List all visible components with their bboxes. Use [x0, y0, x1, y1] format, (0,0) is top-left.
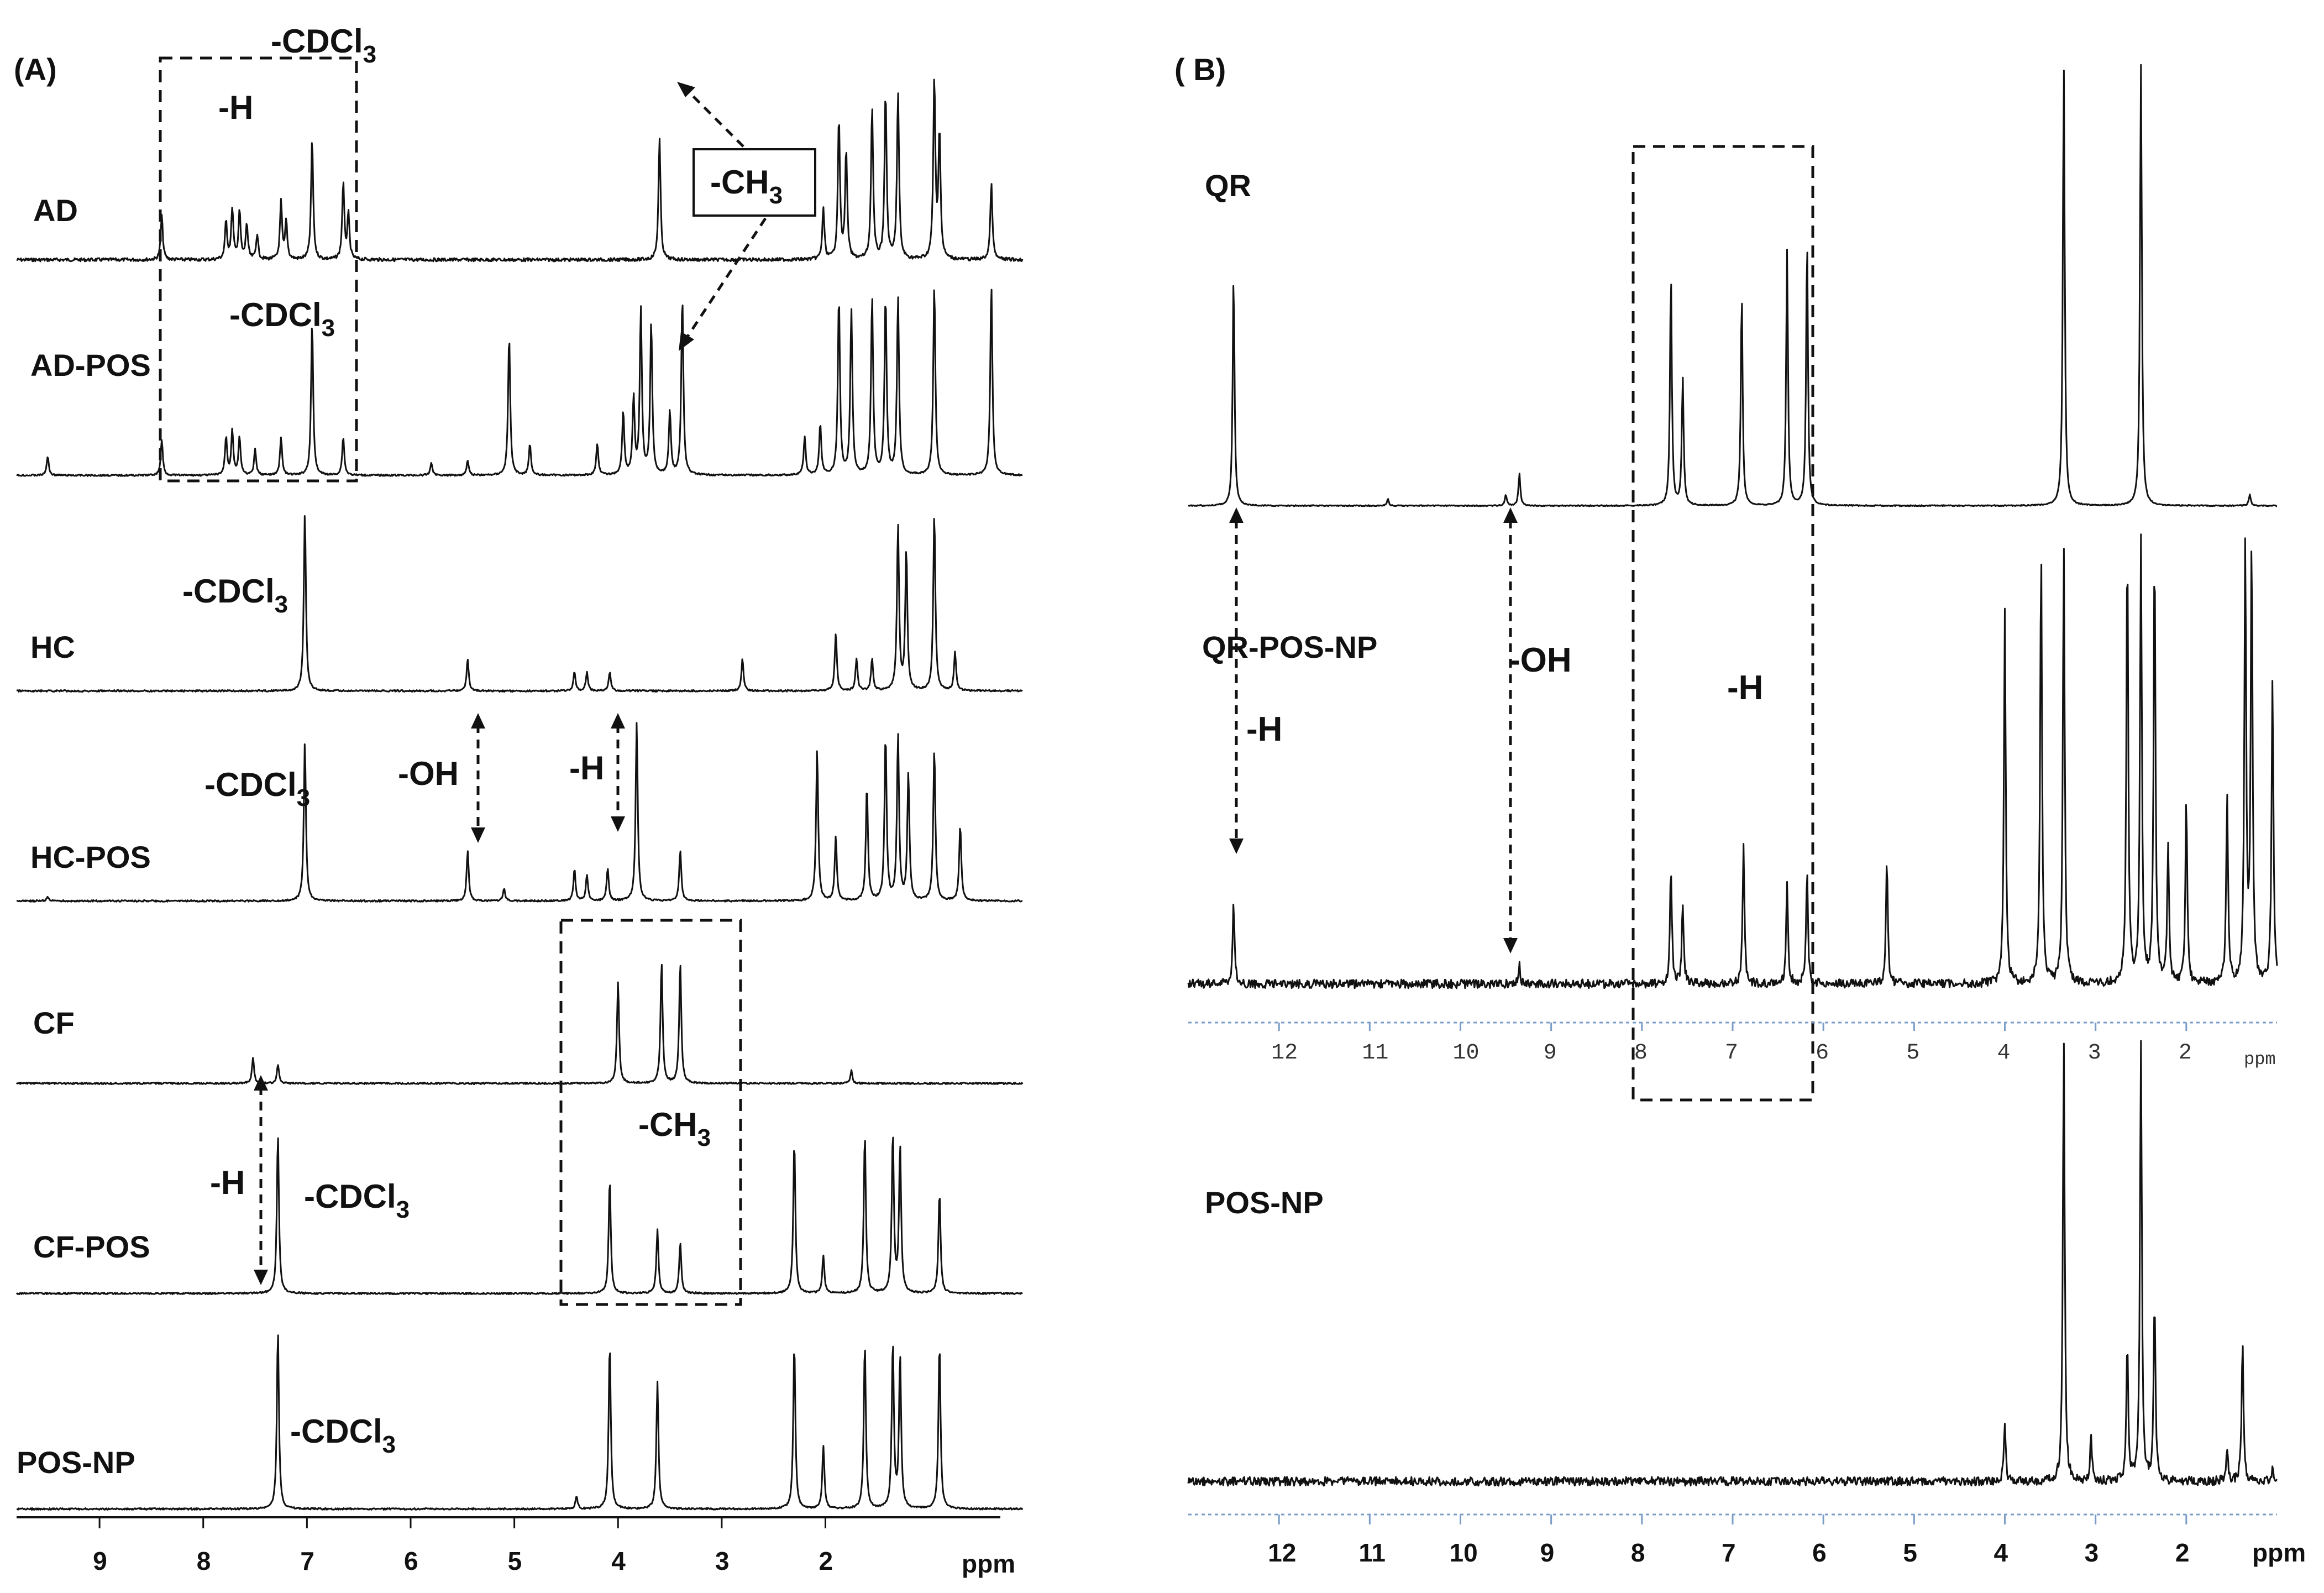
annot-cdcl3-2: -CDCl3	[229, 296, 335, 342]
arrowhead-h-b-down	[1229, 839, 1244, 854]
x-tick-label-a: 5	[508, 1547, 522, 1575]
x-tick-label-b-inner: 11	[1362, 1041, 1388, 1066]
x-tick-label-a: 9	[93, 1547, 107, 1575]
spectrum-b-pos-np	[1187, 1040, 2278, 1487]
arrowhead-h-cf-down	[254, 1270, 268, 1285]
spectrum-a-cf	[15, 963, 1024, 1085]
arrows-panel-a	[254, 82, 767, 1285]
x-tick-label-b: 7	[1722, 1538, 1736, 1567]
x-tick-label-b: 9	[1540, 1538, 1555, 1567]
annot-cdcl3-1: -CDCl3	[271, 23, 376, 68]
x-tick-label-b-inner: 9	[1544, 1041, 1557, 1066]
spectrum-a-ad	[16, 78, 1024, 263]
annot-cdcl3-6: -CDCl3	[290, 1413, 396, 1458]
arrowhead-h-a-down	[611, 816, 625, 832]
x-tick-label-b-inner: 7	[1725, 1041, 1738, 1066]
panel-a: (A) AD AD-POS HC HC-POS CF CF-POS POS-NP…	[14, 23, 1024, 1578]
x-ticks-b: 12 11 10 9 8 7 6 5 4 3 2	[1268, 1515, 2189, 1567]
spectrum-a-ad-pos	[16, 289, 1023, 477]
spectra-panel-b	[1187, 64, 2278, 1487]
x-tick-label-b-inner: 10	[1453, 1041, 1480, 1066]
label-ad: AD	[33, 193, 78, 228]
label-pos-np-a: POS-NP	[17, 1445, 135, 1480]
panel-a-label: (A)	[14, 52, 57, 87]
panel-b: ( B) QR QR-POS-NP POS-NP -OH -H -H 12 11 1…	[1174, 52, 2306, 1567]
x-tick-label-a: 4	[611, 1547, 626, 1575]
x-ticks-a: 9 8 7 6 5 4 3 2	[93, 1517, 833, 1575]
spectrum-a-hc	[16, 515, 1023, 693]
x-tick-label-b-inner: 5	[1906, 1041, 1919, 1066]
arrowhead-h-b-up	[1229, 507, 1244, 523]
x-tick-label-b-inner: 8	[1634, 1041, 1648, 1066]
x-tick-label-b: 3	[2085, 1538, 2099, 1567]
spectrum-a-pos-np	[16, 1334, 1024, 1511]
x-ticks-b-inner: 12 11 10 9 8 7 6 5 4 3 2	[1271, 1023, 2192, 1066]
spectrum-a-cf-pos	[15, 1136, 1023, 1295]
x-tick-label-b-inner: 2	[2179, 1041, 2192, 1066]
annot-cdcl3-5: -CDCl3	[304, 1178, 410, 1223]
x-tick-label-b: 2	[2175, 1538, 2190, 1567]
arrowhead-oh-b-up	[1503, 507, 1518, 523]
x-unit-a: ppm	[962, 1549, 1015, 1578]
x-tick-label-b-inner: 4	[1997, 1041, 2011, 1066]
x-unit-b: ppm	[2252, 1538, 2306, 1567]
x-tick-label-b-inner: 3	[2088, 1041, 2101, 1066]
annot-h-1: -H	[218, 89, 253, 126]
label-ad-pos: AD-POS	[30, 348, 151, 382]
x-tick-label-b: 5	[1903, 1538, 1917, 1567]
annot-ch3-1: -CH3	[710, 164, 783, 209]
ch3-box	[693, 148, 816, 217]
x-tick-label-b-inner: 12	[1271, 1041, 1298, 1066]
label-hc-pos: HC-POS	[30, 840, 151, 874]
label-cf-pos: CF-POS	[33, 1229, 150, 1264]
spectra-panel-a	[15, 78, 1024, 1511]
spectrum-a-hc-pos	[16, 722, 1023, 903]
annot-h-3: -H	[210, 1164, 245, 1201]
x-tick-label-a: 3	[715, 1547, 730, 1575]
x-tick-label-b: 4	[1994, 1538, 2008, 1567]
annot-oh-b: -OH	[1509, 641, 1572, 679]
x-unit-b-inner: ppm	[2244, 1049, 2276, 1070]
annot-ch3-2: -CH3	[638, 1106, 711, 1151]
x-tick-label-a: 6	[404, 1547, 418, 1575]
spectrum-b-qr-pos-np	[1187, 533, 2278, 989]
annot-h-2: -H	[569, 750, 604, 787]
label-qr: QR	[1205, 168, 1251, 203]
x-tick-label-a: 2	[819, 1547, 833, 1575]
annot-h-b1: -H	[1246, 710, 1282, 748]
arrowhead-oh-b-down	[1503, 938, 1518, 953]
arrowhead-h-a-up	[611, 713, 625, 729]
x-tick-label-b: 8	[1631, 1538, 1645, 1567]
annot-oh-a: -OH	[398, 755, 459, 792]
annot-cdcl3-3: -CDCl3	[182, 573, 288, 618]
dashed-box-aromatic	[159, 56, 358, 483]
dashed-box-qr-aromatic	[1631, 145, 1814, 1102]
x-tick-label-b: 6	[1812, 1538, 1827, 1567]
arrow-ch3-down	[684, 217, 767, 341]
x-tick-label-b-inner: 6	[1816, 1041, 1829, 1066]
arrowhead-oh-a-up	[471, 713, 485, 729]
arrowhead-ch3-up	[677, 82, 695, 97]
label-hc: HC	[30, 630, 75, 664]
arrowhead-oh-a-down	[471, 827, 485, 843]
annot-h-b2: -H	[1727, 669, 1763, 707]
dashed-box-methyl	[559, 919, 742, 1306]
x-tick-label-b: 11	[1358, 1538, 1386, 1567]
x-tick-label-a: 8	[197, 1547, 211, 1575]
x-tick-label-b: 12	[1268, 1538, 1296, 1567]
label-qr-pos-np: QR-POS-NP	[1202, 630, 1377, 664]
x-tick-label-b: 10	[1450, 1538, 1478, 1567]
arrow-ch3-up	[684, 87, 744, 148]
label-pos-np-b: POS-NP	[1205, 1185, 1324, 1220]
label-cf: CF	[33, 1005, 75, 1040]
annot-cdcl3-4: -CDCl3	[204, 766, 310, 811]
x-tick-label-a: 7	[300, 1547, 314, 1575]
panel-b-label: ( B)	[1174, 52, 1226, 87]
spectrum-b-qr	[1188, 64, 2278, 507]
